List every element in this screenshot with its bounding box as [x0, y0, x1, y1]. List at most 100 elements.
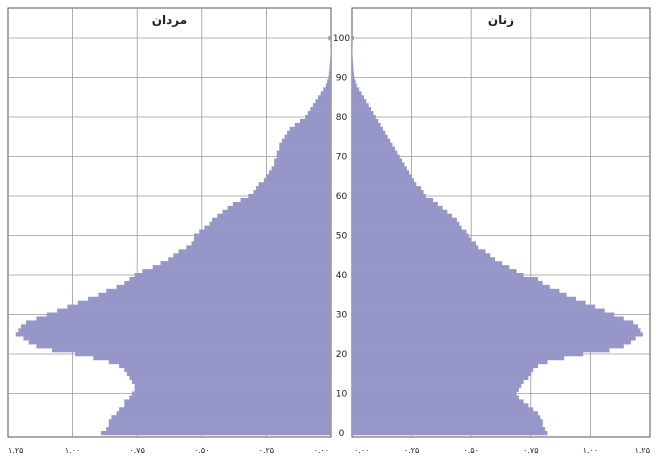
male-bar [294, 122, 331, 128]
female-bar [352, 273, 524, 278]
male-bar [15, 332, 331, 337]
male-bar [132, 379, 331, 384]
female-x-tick-label: ۰.۷۵ [523, 446, 538, 455]
male-x-tick-label: ۱.۰۰ [65, 446, 80, 455]
age-tick-label: 40 [336, 271, 348, 281]
male-bar [178, 249, 331, 254]
female-bar [352, 150, 398, 155]
female-bar [352, 99, 367, 104]
female-bar [352, 190, 424, 195]
male-bar [75, 352, 332, 357]
male-bar [330, 51, 331, 57]
male-bar [266, 174, 331, 179]
male-bar [108, 359, 331, 365]
female-bar [352, 288, 560, 294]
male-bar [129, 395, 331, 400]
female-bar [352, 126, 383, 132]
female-bar [352, 328, 641, 333]
age-tick-label: 100 [333, 34, 350, 44]
female-bar [352, 332, 643, 337]
female-bar [352, 253, 491, 258]
female-x-tick-label: ۱.۲۵ [635, 446, 650, 455]
female-x-tick-label: ۱.۰۰ [583, 446, 598, 455]
age-tick-label: 90 [336, 74, 348, 84]
female-panel-title: زنان [488, 13, 514, 27]
female-bar [352, 107, 372, 112]
male-bar [204, 225, 331, 230]
age-axis-labels: 0 10 20 30 40 50 60 70 80 90 100 [333, 34, 350, 439]
male-bar [276, 154, 331, 159]
female-bar [352, 257, 496, 262]
female-bar [352, 367, 534, 373]
female-bar [352, 205, 443, 211]
male-bar [194, 233, 331, 238]
male-bar [263, 178, 331, 183]
male-x-tick-label: ۰.۲۵ [259, 446, 274, 455]
male-bar [299, 118, 331, 124]
male-bar [325, 83, 331, 88]
male-bar [318, 95, 331, 100]
age-tick-label: 0 [339, 429, 345, 439]
male-bar [119, 407, 331, 412]
male-bar [129, 276, 331, 282]
male-bar [328, 75, 331, 80]
male-bar [328, 71, 331, 76]
female-bar [352, 300, 586, 305]
male-bar [108, 419, 331, 424]
male-x-tick-label: ۰.۷۵ [129, 446, 144, 455]
female-bar [352, 182, 417, 187]
male-x-tick-label: ۱.۲۵ [8, 446, 23, 455]
male-bar [173, 253, 331, 258]
female-bar [352, 194, 426, 199]
female-bar [352, 379, 524, 384]
age-tick-label: 50 [336, 232, 348, 242]
male-bar [46, 312, 331, 317]
female-bar [352, 115, 376, 120]
male-bar [18, 328, 332, 333]
female-bar [352, 87, 360, 92]
male-bar [320, 91, 331, 96]
male-bar [312, 103, 331, 108]
male-bar [28, 340, 332, 345]
female-bar [352, 36, 354, 41]
male-bar [119, 363, 331, 369]
female-bar [352, 197, 434, 203]
male-bar [328, 36, 331, 41]
male-bar [227, 205, 331, 211]
male-bar [256, 186, 331, 191]
female-bar [352, 355, 565, 361]
male-bar [222, 209, 331, 215]
female-bar [352, 118, 379, 124]
male-bar [36, 316, 331, 321]
female-bar [352, 225, 462, 230]
male-bar [199, 229, 331, 234]
female-bar [352, 269, 517, 274]
female-bar [352, 186, 422, 191]
male-bar [23, 336, 332, 341]
male-bar [106, 427, 331, 432]
male-bar [279, 142, 331, 147]
male-bar [329, 63, 331, 68]
female-bar [352, 229, 467, 234]
male-bar [57, 308, 331, 313]
age-tick-label: 80 [336, 113, 348, 123]
male-bar [168, 257, 331, 262]
female-bar [352, 399, 524, 404]
male-bar [315, 99, 331, 104]
female-bar [352, 138, 391, 143]
female-bar [352, 316, 624, 321]
male-bar [106, 288, 331, 294]
female-bar [352, 71, 354, 76]
male-bar [284, 134, 331, 140]
female-bar [352, 162, 405, 167]
male-bar [134, 387, 331, 392]
male-panel: مردان [7, 7, 332, 438]
male-bar [98, 292, 331, 298]
male-panel-title: مردان [152, 13, 187, 27]
male-bar [88, 296, 331, 301]
female-bar [352, 375, 529, 380]
male-bar [124, 367, 331, 373]
male-bar [77, 300, 331, 305]
value-axis-labels: ۰.۰۰ ۰.۰۰ ۰.۲۵ ۰.۲۵ ۰.۵۰ ۰.۵۰ ۰.۷۵ ۰.۷۵ ۱.۰۰ ۱.۰۰… [8, 446, 650, 455]
male-bar [307, 111, 331, 116]
